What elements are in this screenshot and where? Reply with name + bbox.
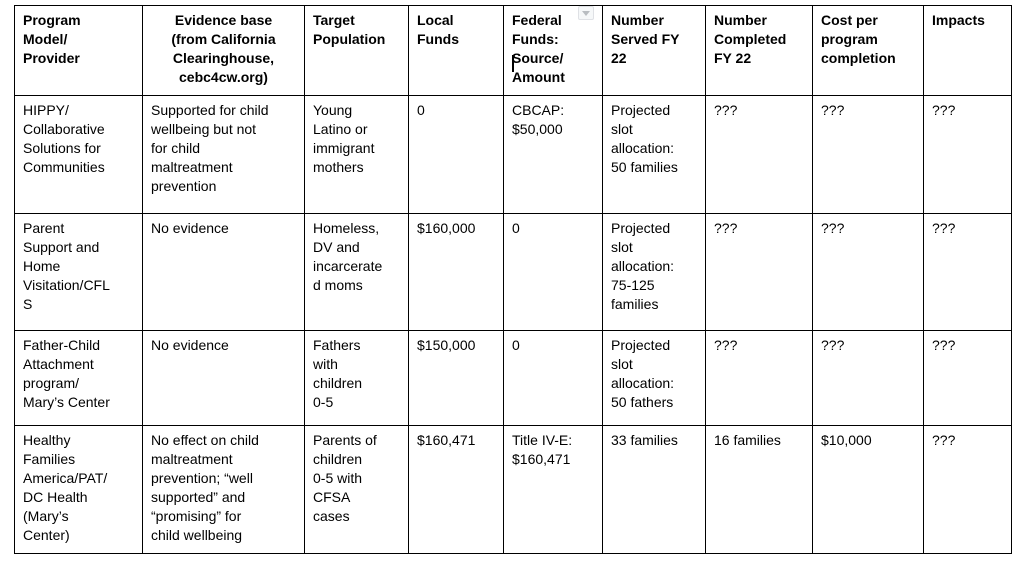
cell-number-completed[interactable]: ??? (705, 95, 813, 214)
header-dropdown-button[interactable] (578, 6, 594, 20)
cell-local-funds[interactable]: 0 (408, 95, 504, 214)
column-header-number-served[interactable]: Number Served FY 22 (602, 5, 706, 96)
cell-target-population[interactable]: Fathers with children 0-5 (304, 330, 409, 426)
column-header-impacts[interactable]: Impacts (923, 5, 1012, 96)
cell-evidence-base[interactable]: No evidence (142, 213, 305, 331)
cell-impacts[interactable]: ??? (923, 95, 1012, 214)
cell-local-funds[interactable]: $160,000 (408, 213, 504, 331)
cell-target-population[interactable]: Young Latino or immigrant mothers (304, 95, 409, 214)
cell-target-population[interactable]: Parents of children 0-5 with CFSA cases (304, 425, 409, 554)
chevron-down-icon (582, 10, 590, 16)
cell-number-served[interactable]: Projected slot allocation: 50 fathers (602, 330, 706, 426)
cell-local-funds[interactable]: $160,471 (408, 425, 504, 554)
cell-program-model[interactable]: Father-Child Attachment program/ Mary’s … (14, 330, 143, 426)
cell-number-served[interactable]: Projected slot allocation: 50 families (602, 95, 706, 214)
cell-number-completed[interactable]: ??? (705, 213, 813, 331)
column-header-number-completed[interactable]: Number Completed FY 22 (705, 5, 813, 96)
column-header-target-population[interactable]: Target Population (304, 5, 409, 96)
cell-evidence-base[interactable]: No effect on child maltreatment preventi… (142, 425, 305, 554)
column-header-federal-funds[interactable]: Federal Funds: Source/ Amount (503, 5, 603, 96)
cell-federal-funds[interactable]: CBCAP: $50,000 (503, 95, 603, 214)
column-header-evidence-base[interactable]: Evidence base (from California Clearingh… (142, 5, 305, 96)
cell-evidence-base[interactable]: No evidence (142, 330, 305, 426)
cell-cost-per-completion[interactable]: ??? (812, 330, 924, 426)
program-funding-table-wrap: Program Model/ Provider Evidence base (f… (14, 5, 1012, 554)
cell-federal-funds[interactable]: 0 (503, 330, 603, 426)
table-row: Parent Support and Home Visitation/CFL S… (14, 213, 1012, 331)
cell-number-completed[interactable]: 16 families (705, 425, 813, 554)
table-row: Father-Child Attachment program/ Mary’s … (14, 330, 1012, 426)
header-row: Program Model/ Provider Evidence base (f… (14, 5, 1012, 96)
column-header-local-funds[interactable]: Local Funds (408, 5, 504, 96)
cell-program-model[interactable]: HIPPY/ Collaborative Solutions for Commu… (14, 95, 143, 214)
column-header-program-model-provider[interactable]: Program Model/ Provider (14, 5, 143, 96)
cell-target-population[interactable]: Homeless, DV and incarcerate d moms (304, 213, 409, 331)
program-funding-table: Program Model/ Provider Evidence base (f… (14, 5, 1012, 554)
cell-cost-per-completion[interactable]: ??? (812, 213, 924, 331)
column-header-cost-per-completion[interactable]: Cost per program completion (812, 5, 924, 96)
cell-cost-per-completion[interactable]: ??? (812, 95, 924, 214)
text-cursor (512, 55, 514, 72)
cell-federal-funds[interactable]: Title IV-E: $160,471 (503, 425, 603, 554)
cell-impacts[interactable]: ??? (923, 330, 1012, 426)
table-row: Healthy Families America/PAT/ DC Health … (14, 425, 1012, 554)
cell-number-served[interactable]: 33 families (602, 425, 706, 554)
cell-program-model[interactable]: Healthy Families America/PAT/ DC Health … (14, 425, 143, 554)
cell-number-served[interactable]: Projected slot allocation: 75-125 famili… (602, 213, 706, 331)
cell-federal-funds[interactable]: 0 (503, 213, 603, 331)
cell-cost-per-completion[interactable]: $10,000 (812, 425, 924, 554)
cell-evidence-base[interactable]: Supported for child wellbeing but not fo… (142, 95, 305, 214)
cell-program-model[interactable]: Parent Support and Home Visitation/CFL S (14, 213, 143, 331)
cell-impacts[interactable]: ??? (923, 425, 1012, 554)
cell-local-funds[interactable]: $150,000 (408, 330, 504, 426)
table-row: HIPPY/ Collaborative Solutions for Commu… (14, 95, 1012, 214)
cell-impacts[interactable]: ??? (923, 213, 1012, 331)
cell-number-completed[interactable]: ??? (705, 330, 813, 426)
